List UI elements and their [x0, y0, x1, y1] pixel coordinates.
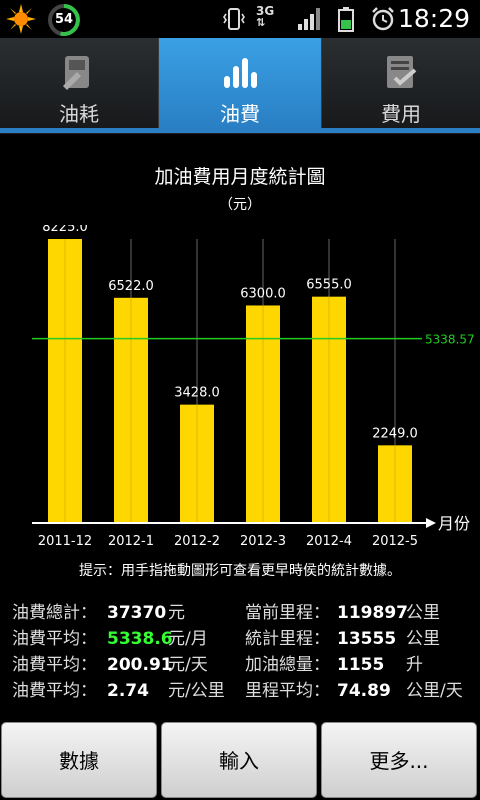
- data-button[interactable]: 數據: [1, 722, 157, 798]
- vibrate-icon: [223, 8, 245, 30]
- battery-ring-icon: [48, 4, 80, 36]
- stat-value: 1155: [337, 655, 385, 675]
- stat-unit: 元/公里: [168, 681, 225, 701]
- network-type-label: 3G: [256, 4, 275, 18]
- stat-label: 加油總量：: [245, 655, 330, 675]
- stat-avg-daily: 油費平均： 200.91 元/天: [0, 652, 240, 678]
- stat-label: 統計里程：: [245, 629, 330, 649]
- 3g-icon: 3G ⇅: [256, 4, 275, 29]
- stat-unit: 公里/天: [406, 681, 463, 701]
- alarm-icon: [372, 7, 394, 31]
- x-axis-arrow: [426, 518, 436, 528]
- tab-fuel-consumption[interactable]: 油耗: [0, 38, 159, 128]
- chart-unit-label: （元）: [219, 197, 261, 213]
- stat-avg-per-km: 油費平均： 2.74 元/公里: [0, 678, 240, 704]
- stat-unit: 元/天: [168, 655, 208, 675]
- bottom-button-bar: 數據 輸入 更多...: [0, 718, 480, 800]
- battery-percent-label: 54 %: [54, 12, 74, 61]
- stat-label: 油費平均：: [12, 629, 97, 649]
- bar-chart[interactable]: 8225.0 2011-12 6522.0 2012-1 3428.0 2012-2 630…: [0, 225, 480, 555]
- stat-total-fuel: 加油總量： 1155 升: [245, 652, 480, 678]
- input-button[interactable]: 輸入: [161, 722, 317, 798]
- tab-fuel-cost[interactable]: 油費: [159, 38, 322, 128]
- drag-hint: 提示：用手指拖動圖形可查看更早時侯的統計數據。: [79, 563, 401, 579]
- status-bar: 54 % 3G ⇅ 18:29: [0, 0, 480, 61]
- bar-chart-icon: [224, 58, 257, 88]
- stat-unit: 升: [406, 655, 423, 675]
- x-tick-label: 2012-3: [240, 534, 286, 549]
- bar-value-label: 6300.0: [240, 286, 286, 301]
- stat-unit: 元/月: [168, 629, 208, 649]
- tab-bar: 油耗 油費 費用: [0, 38, 480, 134]
- stat-label: 里程平均：: [245, 681, 330, 701]
- stat-value: 37370: [107, 603, 167, 623]
- chart-title: 加油費用月度統計圖: [154, 166, 326, 188]
- tab-label: 費用: [381, 102, 421, 126]
- stat-value: 74.89: [337, 681, 391, 701]
- x-tick-label: 2011-12: [38, 534, 92, 549]
- stat-value: 2.74: [107, 681, 149, 701]
- stat-avg-monthly: 油費平均： 5338.6 元/月: [0, 626, 240, 652]
- x-tick-label: 2012-4: [306, 534, 352, 549]
- stat-value: 5338.6: [107, 629, 173, 649]
- stat-stat-mileage: 統計里程： 13555 公里: [245, 626, 480, 652]
- battery-icon: [338, 7, 354, 32]
- average-line-label: 5338.57: [425, 333, 475, 347]
- tab-expenses[interactable]: 費用: [322, 38, 480, 128]
- more-button[interactable]: 更多...: [321, 722, 477, 798]
- x-axis-label: 月份: [438, 514, 470, 533]
- stat-current-mileage: 當前里程： 119897 公里: [245, 600, 480, 626]
- stat-unit: 元: [168, 603, 185, 623]
- stat-total-cost: 油費總計： 37370 元: [0, 600, 240, 626]
- tab-label: 油耗: [59, 102, 99, 126]
- bar-value-label: 6555.0: [306, 278, 352, 293]
- stat-label: 油費總計：: [12, 603, 97, 623]
- x-tick-label: 2012-1: [108, 534, 154, 549]
- stat-unit: 公里: [406, 629, 440, 649]
- fuel-icon: [63, 56, 89, 90]
- bar-value-label: 2249.0: [372, 426, 418, 441]
- stat-label: 油費平均：: [12, 655, 97, 675]
- stat-unit: 公里: [406, 603, 440, 623]
- sun-icon: [6, 4, 36, 34]
- bar-value-label: 3428.0: [174, 386, 220, 401]
- tab-underline: [0, 128, 480, 133]
- signal-icon: [298, 8, 320, 30]
- stat-value: 13555: [337, 629, 397, 649]
- bar-value-label: 6522.0: [108, 279, 154, 294]
- stat-label: 油費平均：: [12, 681, 97, 701]
- x-tick-label: 2012-2: [174, 534, 220, 549]
- bar-value-label: 8225.0: [42, 225, 88, 235]
- stat-value: 119897: [337, 603, 408, 623]
- stat-value: 200.91: [107, 655, 173, 675]
- x-tick-label: 2012-5: [372, 534, 418, 549]
- checklist-icon: [387, 56, 417, 88]
- stat-label: 當前里程：: [245, 603, 330, 623]
- tab-label: 油費: [220, 102, 260, 126]
- clock: 18:29: [397, 4, 470, 33]
- stat-avg-mileage: 里程平均： 74.89 公里/天: [245, 678, 480, 704]
